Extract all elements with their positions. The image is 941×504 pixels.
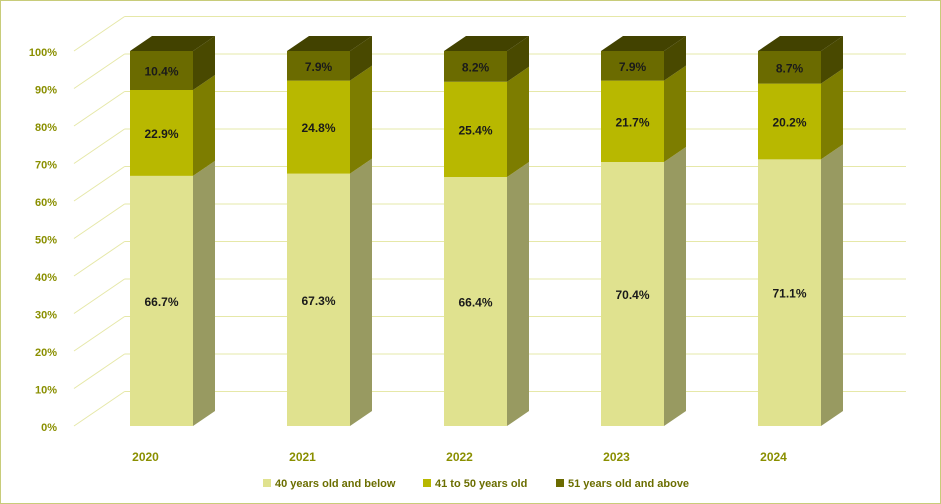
x-tick-label: 2023 xyxy=(603,450,630,464)
bar-segment-side xyxy=(821,144,843,426)
bar-segment-side xyxy=(193,160,215,426)
bar-segment-front xyxy=(758,51,821,84)
y-tick-label: 40% xyxy=(35,272,57,284)
gridline-diagonal xyxy=(73,91,125,127)
x-tick-label: 2021 xyxy=(289,450,316,464)
data-label: 8.2% xyxy=(462,60,490,74)
bar-segment-front xyxy=(601,80,664,162)
y-tick-label: 100% xyxy=(29,47,57,59)
data-label: 66.7% xyxy=(144,295,178,309)
bar-segment-front xyxy=(130,175,193,426)
bar-segment-side xyxy=(193,75,215,176)
bar-segment-side xyxy=(821,68,843,160)
bar-segment-side xyxy=(821,36,843,84)
data-label: 20.2% xyxy=(772,116,806,130)
legend-swatch xyxy=(423,479,431,487)
bar-segment-front xyxy=(287,80,350,174)
data-label: 25.4% xyxy=(458,123,492,137)
data-label: 70.4% xyxy=(615,288,649,302)
legend-label: 51 years old and above xyxy=(568,478,689,490)
bar-segment-side xyxy=(350,158,372,426)
bar-top-face xyxy=(444,36,529,51)
legend-swatch xyxy=(263,479,271,487)
y-tick-label: 70% xyxy=(35,160,57,172)
gridline-diagonal xyxy=(73,241,125,277)
bar-segment-front xyxy=(444,81,507,177)
legend-swatch xyxy=(556,479,564,487)
data-label: 8.7% xyxy=(776,61,804,75)
y-tick-label: 80% xyxy=(35,122,57,134)
legend-label: 41 to 50 years old xyxy=(435,478,527,490)
gridline-diagonal xyxy=(73,128,125,164)
gridline-diagonal xyxy=(73,278,125,314)
bar-segment-front xyxy=(444,51,507,82)
data-label: 10.4% xyxy=(144,65,178,79)
gridline-diagonal xyxy=(73,391,125,427)
bar-top-face xyxy=(601,36,686,51)
bar-segment-side xyxy=(193,36,215,90)
legend-label: 40 years old and below xyxy=(275,478,396,490)
y-tick-label: 30% xyxy=(35,310,57,322)
y-tick-label: 0% xyxy=(41,422,57,434)
data-label: 66.4% xyxy=(458,296,492,310)
x-tick-label: 2020 xyxy=(132,450,159,464)
data-label: 21.7% xyxy=(615,115,649,129)
gridline-diagonal xyxy=(73,166,125,202)
bar-top-face xyxy=(758,36,843,51)
data-label: 7.9% xyxy=(619,60,647,74)
x-tick-label: 2024 xyxy=(760,450,787,464)
bar-segment-front xyxy=(130,51,193,90)
bar-segment-front xyxy=(758,83,821,160)
data-label: 67.3% xyxy=(301,294,335,308)
gridline-diagonal xyxy=(73,353,125,389)
x-tick-label: 2022 xyxy=(446,450,473,464)
bar-segment-side xyxy=(507,36,529,82)
bar-segment-side xyxy=(350,65,372,174)
bar-segment-front xyxy=(130,90,193,176)
data-label: 7.9% xyxy=(305,60,333,74)
bar-top-face xyxy=(287,36,372,51)
bar-segment-front xyxy=(601,162,664,426)
y-tick-label: 20% xyxy=(35,347,57,359)
bar-segment-side xyxy=(350,36,372,81)
bar-segment-side xyxy=(664,147,686,426)
y-tick-label: 60% xyxy=(35,197,57,209)
bar-top-face xyxy=(130,36,215,51)
gridline-diagonal xyxy=(73,53,125,89)
y-tick-label: 90% xyxy=(35,85,57,97)
bar-segment-front xyxy=(601,51,664,81)
data-label: 71.1% xyxy=(772,287,806,301)
bar-segment-front xyxy=(287,173,350,426)
bar-segment-front xyxy=(287,51,350,81)
bar-segment-front xyxy=(444,177,507,426)
y-tick-label: 10% xyxy=(35,385,57,397)
bar-segment-front xyxy=(758,159,821,426)
data-label: 24.8% xyxy=(301,121,335,135)
bar-segment-side xyxy=(507,162,529,426)
gridline-diagonal xyxy=(73,203,125,239)
y-tick-label: 50% xyxy=(35,235,57,247)
data-label: 22.9% xyxy=(144,127,178,141)
gridline-diagonal xyxy=(73,16,125,52)
bar-segment-side xyxy=(507,66,529,177)
bar-segment-side xyxy=(664,65,686,162)
bar-segment-side xyxy=(664,36,686,81)
gridline-diagonal xyxy=(73,316,125,352)
